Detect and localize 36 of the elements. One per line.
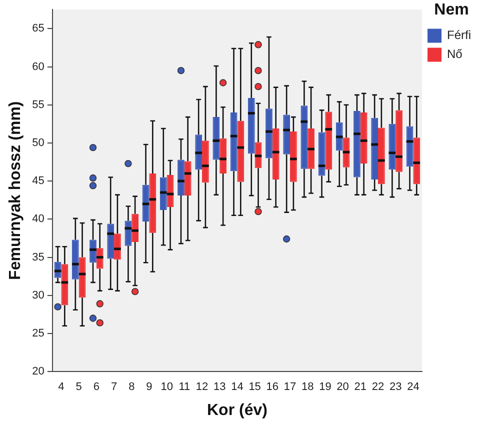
x-tick-label: 6	[93, 381, 100, 394]
legend-title: Nem	[434, 1, 469, 18]
x-tick-label: 8	[128, 381, 135, 394]
x-axis-title: Kor (év)	[206, 402, 268, 419]
x-tick-label: 10	[160, 381, 173, 394]
y-tick-label: 60	[32, 60, 44, 73]
y-tick-label: 35	[32, 251, 44, 264]
x-tick-label: 18	[301, 381, 314, 394]
x-tick-label: 21	[354, 381, 367, 394]
x-tick-label: 14	[231, 381, 244, 394]
y-tick-label: 65	[32, 22, 44, 35]
y-tick-label: 40	[32, 213, 44, 226]
x-tick-label: 23	[389, 381, 402, 394]
x-tick-label: 19	[319, 381, 332, 394]
y-tick-label: 45	[32, 175, 44, 188]
y-tick-label: 20	[32, 366, 44, 378]
x-tick-label: 4	[58, 381, 64, 394]
y-axis-title: Femurnyak hossz (mm)	[7, 101, 24, 280]
x-tick-label: 13	[213, 381, 226, 394]
x-tick-label: 11	[178, 381, 190, 394]
x-tick-label: 20	[336, 381, 349, 394]
x-tick-label: 22	[372, 381, 384, 394]
x-tick-label: 16	[266, 381, 279, 394]
x-tick-label: 24	[407, 381, 420, 394]
y-tick-label: 50	[32, 137, 44, 149]
x-tick-label: 7	[110, 381, 118, 394]
y-tick-label: 25	[32, 328, 44, 340]
x-tick-label: 17	[284, 381, 296, 394]
legend-label: Nő	[447, 47, 463, 62]
x-tick-label: 12	[196, 381, 208, 394]
y-tick-label: 55	[32, 98, 44, 111]
x-tick-label: 5	[76, 381, 82, 394]
legend-label: Férfi	[447, 28, 471, 42]
y-tick-label: 30	[32, 289, 44, 302]
x-tick-label: 15	[248, 381, 261, 394]
x-tick-label: 9	[146, 381, 152, 394]
